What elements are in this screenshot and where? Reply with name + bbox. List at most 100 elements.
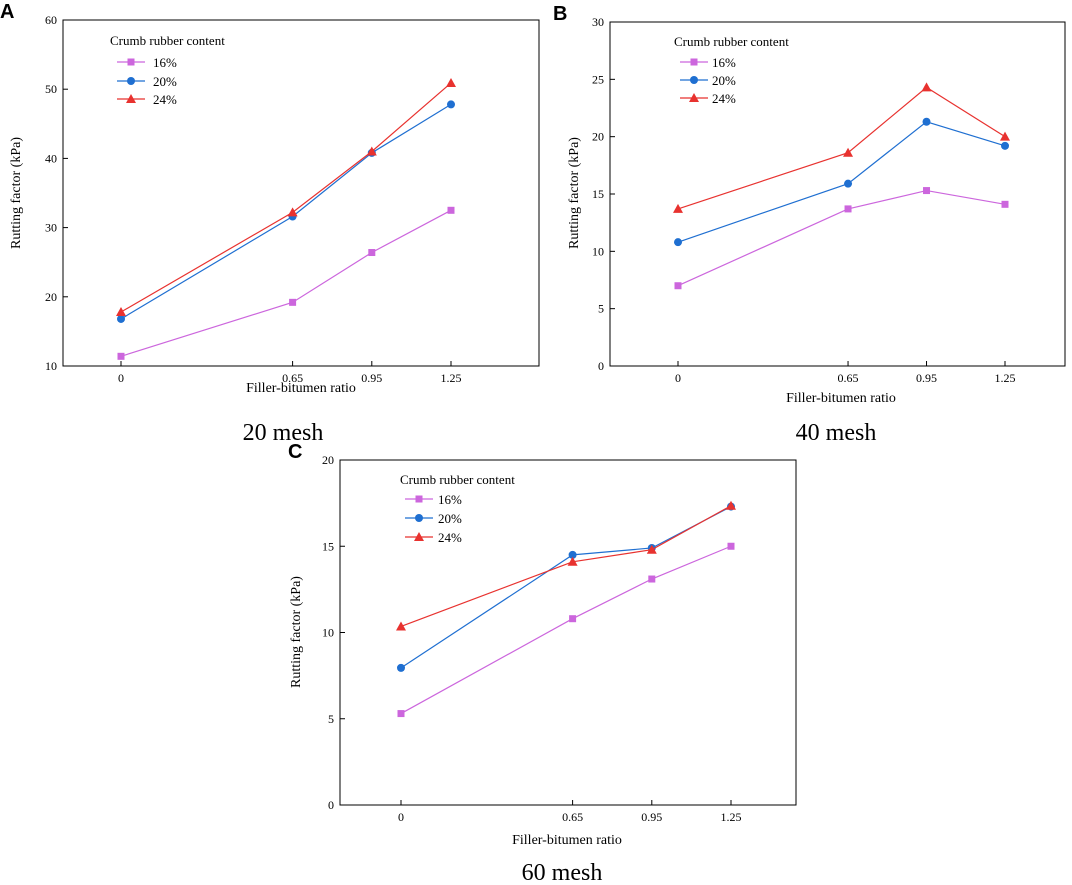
panel-b-x-tick-label: 1.25 <box>995 371 1016 385</box>
panel-b-legend-entry-16pct-label: 16% <box>712 55 736 70</box>
panel-c-y-tick-label: 5 <box>328 712 334 726</box>
panel-c-series-20pct-point <box>568 550 577 559</box>
panel-a-series-16pct-point <box>289 298 297 306</box>
panel-b-y-tick-label: 10 <box>592 244 604 258</box>
panel-b-x-tick-label: 0.95 <box>916 371 937 385</box>
panel-c-series-16pct-line <box>400 545 732 715</box>
panel-a-legend-entry-24pct-marker <box>126 94 136 103</box>
panel-a-series-16pct-line <box>120 209 452 357</box>
panel-a-x-tick-label: 0.95 <box>361 371 382 385</box>
panel-b-y-tick-label: 20 <box>592 130 604 144</box>
panel-c-series-16pct-point <box>569 615 577 623</box>
panel-a-y-tick-label: 30 <box>45 221 57 235</box>
panel-b-y-tick-label: 30 <box>592 15 604 29</box>
panel-a-series-24pct-point <box>287 207 298 217</box>
panel-b-series-24pct-point <box>673 203 683 213</box>
panel-c-legend-entry-24pct-label: 24% <box>438 530 462 545</box>
panel-b-caption: 40 mesh <box>796 420 877 446</box>
panel-a-caption: 20 mesh <box>243 420 324 446</box>
panel-c-legend-entry-20pct-marker <box>415 514 423 522</box>
chart-panel-b: B 0 5 10 15 20 25 30 0 0.65 0.95 1.25 Filler-bitumen… <box>553 3 1066 446</box>
panel-c-series-20pct-point <box>397 663 405 672</box>
panel-c-series-24pct-point <box>567 556 578 566</box>
panel-c-x-tick-label: 0.95 <box>641 810 662 824</box>
panel-c-legend-entry-16pct-marker <box>415 495 423 503</box>
panel-c-x-tick-label: 1.25 <box>721 810 742 824</box>
panel-b-series-20pct-point <box>922 117 931 126</box>
panel-a-x-axis-title: Filler-bitumen ratio <box>246 381 356 396</box>
panel-b-legend-entry-20pct-marker <box>690 76 698 84</box>
panel-c-x-tick-label: 0 <box>398 810 404 824</box>
panel-c-letter: C <box>288 441 302 463</box>
panel-c-series-16pct-point <box>727 542 735 550</box>
panel-c-caption: 60 mesh <box>522 860 603 885</box>
panel-c-x-tick-label: 0.65 <box>562 810 583 824</box>
panel-c-y-tick-label: 15 <box>322 539 334 553</box>
panel-a-y-tick-label: 40 <box>45 151 57 165</box>
panel-a-legend-title: Crumb rubber content <box>110 33 225 48</box>
panel-b-legend-title: Crumb rubber content <box>674 34 789 49</box>
panel-a-y-axis-title: Rutting factor (kPa) <box>9 137 24 249</box>
panel-b-series-20pct-point <box>844 179 853 188</box>
panel-a-series-24pct-point <box>116 307 126 317</box>
panel-a-y-tick-label: 20 <box>45 290 57 304</box>
panel-a-series-16pct-point <box>368 249 376 257</box>
panel-a-series-24pct-point <box>446 77 456 87</box>
panel-a-series-16pct-point <box>117 352 125 360</box>
panel-b-letter: B <box>553 3 567 25</box>
panel-a-legend-entry-20pct-label: 20% <box>153 74 177 89</box>
panel-a-y-tick-label: 60 <box>45 13 57 27</box>
panel-b-y-tick-label: 0 <box>598 359 604 373</box>
panel-a-x-tick-label: 0 <box>118 371 124 385</box>
panel-a-plot-frame <box>62 19 540 367</box>
panel-a-legend: Crumb rubber content 16% 20% 24% <box>110 33 225 107</box>
panel-c-series-24pct-line <box>400 505 732 628</box>
panel-c-y-tick-label: 0 <box>328 798 334 812</box>
panel-b-legend-entry-20pct-label: 20% <box>712 73 736 88</box>
panel-c-legend: Crumb rubber content 16% 20% 24% <box>400 472 515 545</box>
panel-b-x-tick-label: 0 <box>675 371 681 385</box>
panel-a-series-24pct-line <box>120 82 452 313</box>
panel-a-series-20pct-point <box>447 100 455 109</box>
chart-panel-a: A 10 20 30 40 50 60 0 0.65 0.95 1.25 Filler-bitumen… <box>0 1 540 446</box>
panel-c-plot-frame <box>339 459 797 806</box>
panel-b-series-24pct-line <box>677 86 1006 210</box>
panel-c-x-axis-title: Filler-bitumen ratio <box>512 833 622 848</box>
panel-b-series-16pct-point <box>1001 200 1009 208</box>
panel-a-series-24pct-point <box>366 146 377 156</box>
panel-c-legend-entry-20pct-label: 20% <box>438 511 462 526</box>
panel-c-series-24pct-point <box>726 500 736 510</box>
panel-b-series-20pct-point <box>674 238 682 247</box>
panel-b-series-20pct-line <box>677 121 1006 243</box>
panel-b-y-axis-title: Rutting factor (kPa) <box>567 137 582 249</box>
chart-panel-c: C 0 5 10 15 20 0 0.65 0.95 1.25 Filler-bitumen rat… <box>288 441 797 885</box>
panel-c-y-tick-label: 20 <box>322 453 334 467</box>
panel-b-series-24pct-point <box>921 82 932 92</box>
panel-c-legend-entry-16pct-label: 16% <box>438 492 462 507</box>
panel-a-series-20pct-line <box>120 103 452 320</box>
panel-c-legend-title: Crumb rubber content <box>400 472 515 487</box>
panel-a-y-tick-label: 10 <box>45 359 57 373</box>
panel-b-series-16pct-point <box>674 282 682 290</box>
panel-a-x-tick-label: 0.65 <box>282 371 303 385</box>
panel-c-series-24pct-point <box>396 621 406 631</box>
panel-a-letter: A <box>0 1 14 23</box>
panel-c-series-24pct-point <box>646 544 657 554</box>
panel-b-x-tick-label: 0.65 <box>838 371 859 385</box>
panel-a-legend-entry-20pct-marker <box>127 77 135 85</box>
panel-b-legend-entry-24pct-label: 24% <box>712 91 736 106</box>
panel-b-y-tick-label: 15 <box>592 187 604 201</box>
panel-c-y-axis-title: Rutting factor (kPa) <box>289 576 304 688</box>
panel-b-x-axis-title: Filler-bitumen ratio <box>786 391 896 406</box>
panel-a-legend-entry-16pct-label: 16% <box>153 55 177 70</box>
panel-a-x-tick-label: 1.25 <box>441 371 462 385</box>
panel-b-plot-frame <box>609 21 1066 367</box>
panel-b-y-tick-label: 25 <box>592 72 604 86</box>
panel-a-series-20pct-point <box>117 314 125 323</box>
panel-c-y-tick-label: 10 <box>322 626 334 640</box>
panel-b-series-16pct-point <box>844 205 852 213</box>
panel-b-legend-entry-24pct-marker <box>689 93 699 102</box>
panel-c-series-16pct-point <box>648 575 656 583</box>
panel-b-series-20pct-point <box>1001 141 1009 150</box>
